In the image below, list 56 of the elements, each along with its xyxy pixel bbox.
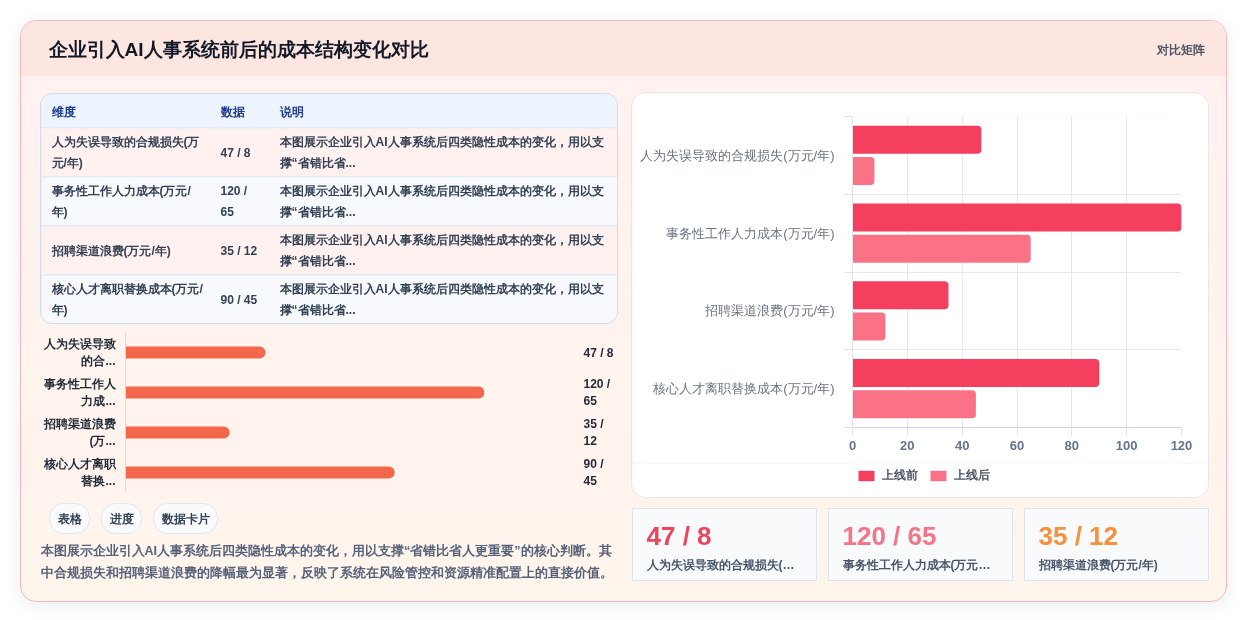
text: 90 / 45 [220, 292, 258, 307]
x-tick-label: 40 [954, 437, 970, 453]
bar [125, 426, 230, 439]
x-tick-label: 120 [1170, 437, 1193, 453]
y-tick-label: 人为失误导致的合规损失(万元/年) [640, 147, 835, 163]
x-tick-label: 60 [1009, 437, 1025, 453]
text: 120 / 65 [842, 520, 937, 551]
y-tick-label: 招聘渠道浪费(万... [42, 417, 116, 448]
text: 本图展示企业引入AI人事系统后四类隐性成本的变化，用以支撑“省错比省... [278, 135, 604, 170]
text: 120 / 65 [220, 184, 248, 219]
text: 47 / 8 [646, 520, 712, 551]
bar [125, 386, 485, 399]
x-tick-label: 0 [848, 437, 857, 453]
bar [852, 203, 1182, 232]
text: 120 / 65 [583, 377, 611, 408]
bar [852, 156, 875, 185]
text: 本图展示企业引入AI人事系统后四类隐性成本的变化，用以支撑“省错比省... [278, 184, 604, 219]
bar [852, 390, 976, 419]
text: 47 / 8 [220, 145, 251, 160]
bar [125, 346, 266, 359]
text: 对比矩阵 [1155, 42, 1205, 57]
y-tick-label: 事务性工作人力成... [42, 377, 117, 408]
text: 招聘渠道浪费(万元/年) [1037, 557, 1158, 572]
text: 本图展示企业引入AI人事系统后四类隐性成本的变化，用以支撑“省错比省人更重要”的核心判断。其中合规损失和招聘渠道浪费的降幅最为显著，反映了系统在风险管控和资源精准配置上的直接价值。 [39, 542, 613, 580]
category-label: 数据卡片 [160, 511, 210, 526]
category-label: 进度 [108, 511, 134, 526]
text: 90 / 45 [583, 457, 605, 488]
text: 35 / 12 [583, 417, 605, 448]
bar [852, 281, 949, 310]
x-tick-label: 20 [900, 437, 915, 453]
category-label: 数据 [219, 104, 245, 119]
text: 35 / 12 [220, 243, 258, 258]
legend-label: 上线前 [882, 467, 918, 484]
bar [852, 234, 1031, 263]
bar [125, 466, 395, 479]
text: 事务性工作人力成本(万元… [841, 557, 991, 572]
x-tick-label: 100 [1115, 437, 1138, 453]
x-tick-label: 80 [1064, 437, 1080, 453]
bar [852, 312, 886, 341]
text: 本图展示企业引入AI人事系统后四类隐性成本的变化，用以支撑“省错比省... [278, 233, 604, 268]
category-label: 说明 [278, 104, 304, 119]
y-tick-label: 核心人才离职替换成本(万元/年) [652, 381, 835, 397]
text: 企业引入AI人事系统前后的成本结构变化对比 [47, 39, 429, 60]
category-label: 维度 [50, 104, 76, 119]
category-label: 表格 [56, 511, 83, 526]
y-tick-label: 人为失误导致的合... [42, 337, 116, 368]
y-tick-label: 招聘渠道浪费(万元/年) [704, 303, 835, 319]
text: 人为失误导致的合规损失(… [645, 557, 795, 572]
legend-label: 上线后 [954, 467, 990, 484]
bar [852, 125, 982, 154]
text: 47 / 8 [583, 345, 614, 360]
text: 本图展示企业引入AI人事系统后四类隐性成本的变化，用以支撑“省错比省... [278, 282, 604, 317]
y-tick-label: 核心人才离职替换... [42, 457, 117, 488]
y-tick-label: 事务性工作人力成本(万元/年) [666, 225, 835, 241]
text: 35 / 12 [1038, 520, 1119, 551]
bar [852, 359, 1100, 388]
